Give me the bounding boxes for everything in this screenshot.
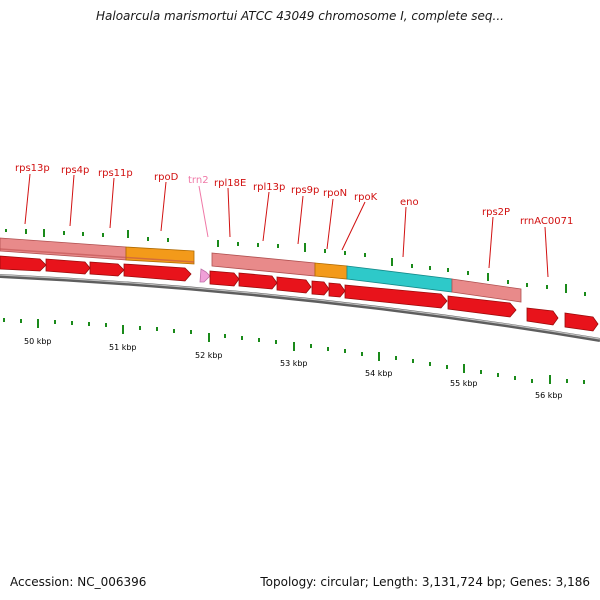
trna-pointer — [198, 185, 209, 238]
cds-arrow[interactable] — [276, 276, 312, 294]
scale-label: 56 kbp — [535, 391, 563, 400]
band-rps2p[interactable] — [451, 278, 522, 303]
gene-label-rps4p[interactable]: rps4p — [61, 165, 89, 176]
gene-label-rrnac0071[interactable]: rrnAC0071 — [520, 216, 573, 227]
gene-label-trn2[interactable]: trn2 — [188, 175, 209, 186]
cds-arrow[interactable] — [311, 280, 330, 296]
scale-label: 50 kbp — [24, 337, 52, 346]
gene-label-rpod[interactable]: rpoD — [154, 172, 179, 183]
gene-label-rps13p[interactable]: rps13p — [15, 163, 50, 174]
gene-label-rpl18e[interactable]: rpl18E — [214, 178, 246, 189]
gene-label-group: rps13p rps4p rps11p rpoD trn2 rpl18E rpl… — [15, 163, 573, 227]
cds-arrow[interactable] — [0, 255, 47, 272]
chromosome-backbone — [0, 274, 600, 342]
cds-arrow[interactable] — [89, 261, 125, 277]
cds-arrow[interactable] — [209, 270, 240, 287]
gene-label-rpon[interactable]: rpoN — [323, 188, 347, 199]
cds-arrow[interactable] — [238, 272, 278, 290]
scale-label-group: 50 kbp 51 kbp 52 kbp 53 kbp 54 kbp 55 kb… — [24, 337, 563, 400]
scale-label: 55 kbp — [450, 379, 478, 388]
cds-arrow[interactable] — [526, 307, 559, 326]
cds-arrow[interactable] — [344, 284, 448, 309]
topology-summary: Topology: circular; Length: 3,131,724 bp… — [260, 575, 590, 589]
label-pointers — [24, 173, 549, 278]
scale-tick-row — [3, 318, 585, 384]
cds-arrow[interactable] — [45, 258, 91, 275]
cds-arrow[interactable] — [564, 312, 599, 332]
gene-label-rpl13p[interactable]: rpl13p — [253, 182, 285, 193]
cds-arrow[interactable] — [123, 263, 192, 282]
scale-label: 53 kbp — [280, 359, 308, 368]
cds-arrow-row — [0, 255, 599, 332]
scale-label: 52 kbp — [195, 351, 223, 360]
scale-label: 51 kbp — [109, 343, 137, 352]
trna-arrow[interactable] — [199, 268, 211, 283]
band-rpon[interactable] — [314, 262, 348, 280]
gene-label-rps2p[interactable]: rps2P — [482, 207, 510, 218]
band-rpod[interactable] — [125, 246, 195, 265]
gene-label-eno[interactable]: eno — [400, 197, 419, 208]
gene-label-rpok[interactable]: rpoK — [354, 192, 378, 203]
cds-arrow[interactable] — [447, 295, 517, 318]
gene-label-rps9p[interactable]: rps9p — [291, 185, 319, 196]
cds-arrow[interactable] — [328, 282, 346, 298]
accession-text: Accession: NC_006396 — [10, 575, 147, 589]
gene-label-rps11p[interactable]: rps11p — [98, 168, 133, 179]
upper-tick-row — [5, 229, 586, 296]
map-title: Haloarcula marismortui ATCC 43049 chromo… — [96, 9, 504, 23]
feature-band-row — [0, 237, 522, 303]
scale-label: 54 kbp — [365, 369, 393, 378]
